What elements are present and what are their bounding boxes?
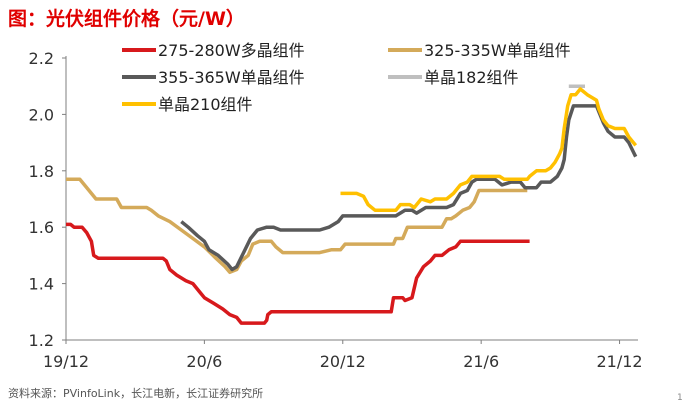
legend-label-3: 355-365W单晶组件 — [158, 68, 305, 87]
x-tick-label: 21/12 — [596, 352, 642, 371]
series-line-1 — [66, 222, 530, 325]
y-tick-label: 1.8 — [29, 162, 54, 181]
x-tick-label: 21/6 — [463, 352, 499, 371]
y-tick-label: 1.2 — [29, 331, 54, 350]
series-line-5 — [340, 87, 638, 213]
y-tick-label: 1.6 — [29, 218, 54, 237]
legend-label-1: 275-280W多晶组件 — [158, 41, 305, 60]
source-note: 资料来源：PVinfoLink，长江电新，长江证券研究所 — [8, 387, 264, 400]
x-tick-label: 20/6 — [186, 352, 222, 371]
legend-label-2: 325-335W单晶组件 — [424, 41, 571, 60]
legend-label-4: 单晶182组件 — [424, 68, 519, 87]
series-line-3 — [180, 104, 638, 272]
series-line-2 — [66, 177, 528, 275]
y-tick-label: 2.2 — [29, 49, 54, 68]
x-tick-label: 19/12 — [43, 352, 89, 371]
legend-label-5: 单晶210组件 — [158, 95, 253, 114]
x-tick-label: 20/12 — [320, 352, 366, 371]
y-tick-label: 2.0 — [29, 105, 54, 124]
chart-title: 图：光伏组件价格（元/W） — [8, 8, 245, 30]
page-number: 1 — [677, 393, 683, 403]
y-tick-label: 1.4 — [29, 275, 54, 294]
